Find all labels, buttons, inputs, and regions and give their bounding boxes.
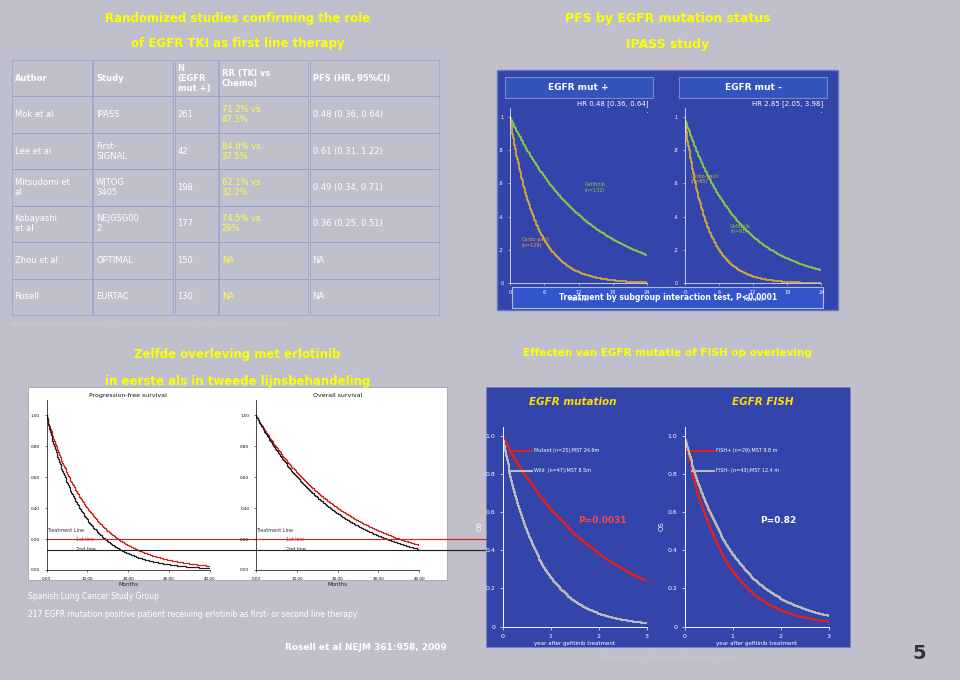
Y-axis label: OS: OS — [476, 522, 483, 532]
X-axis label: year after gefitinib treatment: year after gefitinib treatment — [535, 641, 615, 645]
Text: Toyooka et al., Okayama University, Japan: Toyooka et al., Okayama University, Japa… — [601, 655, 734, 660]
Text: Effecten van EGFR mutatie of FISH op overleving: Effecten van EGFR mutatie of FISH op ove… — [523, 348, 812, 358]
Text: FISH+ (n=29);MST 9.8 m: FISH+ (n=29);MST 9.8 m — [716, 448, 778, 453]
Text: Gefitinib
(n=132): Gefitinib (n=132) — [585, 182, 605, 192]
X-axis label: Months: Months — [568, 296, 588, 302]
Text: Kobayashi
et al: Kobayashi et al — [14, 214, 58, 233]
Text: 198: 198 — [178, 183, 193, 192]
Bar — [93, 133, 174, 169]
Y-axis label: OS: OS — [659, 522, 664, 532]
Bar — [219, 97, 308, 133]
Text: 130: 130 — [178, 292, 193, 301]
Text: Mok et al: Mok et al — [14, 110, 53, 119]
Bar — [12, 133, 92, 169]
Text: HR 0.48 [0.36, 0.64]
P<0.0001: HR 0.48 [0.36, 0.64] P<0.0001 — [577, 100, 649, 114]
Text: 42: 42 — [178, 147, 188, 156]
Text: IPASS: IPASS — [96, 110, 119, 119]
Text: of EGFR TKI as first line therapy: of EGFR TKI as first line therapy — [131, 37, 345, 50]
Bar — [93, 97, 174, 133]
Bar — [219, 206, 308, 242]
Text: 0.49 (0.34, 0.71): 0.49 (0.34, 0.71) — [313, 183, 382, 192]
Text: OPTIMAL: OPTIMAL — [96, 256, 132, 265]
Bar — [175, 60, 218, 97]
Text: Mitsudomi et
al: Mitsudomi et al — [14, 178, 69, 197]
Text: 62.1% vs
32.2%: 62.1% vs 32.2% — [222, 178, 260, 197]
Text: 261: 261 — [178, 110, 193, 119]
Text: 1st line: 1st line — [285, 537, 303, 542]
Text: Author: Author — [14, 73, 47, 83]
Bar — [219, 279, 308, 315]
Bar — [310, 60, 439, 97]
Bar — [505, 77, 653, 99]
Text: Carbo-pacli
(n=129): Carbo-pacli (n=129) — [521, 237, 550, 248]
Bar — [175, 97, 218, 133]
Title: Progression-free survival: Progression-free survival — [89, 393, 167, 398]
Text: Rosell: Rosell — [14, 292, 39, 301]
Text: NA: NA — [222, 292, 234, 301]
Title: Overall survival: Overall survival — [313, 393, 362, 398]
Bar — [310, 242, 439, 279]
Bar — [175, 279, 218, 315]
Bar — [12, 60, 92, 97]
Text: 150: 150 — [178, 256, 193, 265]
Text: 5: 5 — [913, 644, 926, 663]
Bar — [219, 60, 308, 97]
Text: N
(EGFR
mut +): N (EGFR mut +) — [178, 64, 210, 92]
Text: First-
SIGNAL: First- SIGNAL — [96, 141, 127, 160]
Bar — [310, 133, 439, 169]
Text: Study: Study — [96, 73, 124, 83]
Bar — [513, 287, 823, 308]
Bar — [93, 60, 174, 97]
X-axis label: Months: Months — [118, 582, 138, 588]
Bar — [93, 206, 174, 242]
Text: NA: NA — [222, 256, 234, 265]
Text: WJTOG
3405: WJTOG 3405 — [96, 178, 125, 197]
Text: Mok T et al, NEJM 2009: Mok T et al, NEJM 2009 — [766, 323, 838, 328]
Text: EGFR mutation: EGFR mutation — [529, 396, 616, 407]
Text: Gefitinib
(n=91): Gefitinib (n=91) — [731, 224, 751, 235]
Bar — [175, 133, 218, 169]
Text: 84.6% vs
37.5%: 84.6% vs 37.5% — [222, 141, 260, 160]
Bar — [28, 387, 447, 580]
Bar — [679, 77, 827, 99]
Text: FISH– (n=43);MST 12.4 m: FISH– (n=43);MST 12.4 m — [716, 468, 780, 473]
Bar — [310, 97, 439, 133]
Text: NEJGSG00
2: NEJGSG00 2 — [96, 214, 139, 233]
Text: PFS by EGFR mutation status: PFS by EGFR mutation status — [564, 12, 771, 24]
Text: Treatment Line: Treatment Line — [256, 528, 293, 532]
Text: EGFR mut +: EGFR mut + — [548, 83, 609, 92]
Text: 71.2% vs
47.3%: 71.2% vs 47.3% — [222, 105, 260, 124]
Bar — [12, 279, 92, 315]
Text: IPASS study: IPASS study — [626, 38, 709, 52]
Text: Spanish Lung Cancer Study Group: Spanish Lung Cancer Study Group — [28, 592, 159, 600]
Bar — [219, 133, 308, 169]
X-axis label: Months: Months — [743, 296, 763, 302]
Text: 217 EGFR mutation positive patient receiving erlotinib as first- or second line : 217 EGFR mutation positive patient recei… — [28, 610, 357, 619]
Bar — [12, 97, 92, 133]
Text: NA: NA — [313, 256, 324, 265]
Text: Mok et al NEJM 2009, Lee et al WCLC 2009, Mitsudomi et al ESMO 2009, Kobayahsi e: Mok et al NEJM 2009, Lee et al WCLC 2009… — [12, 322, 287, 327]
Text: in eerste als in tweede lijnsbehandeling: in eerste als in tweede lijnsbehandeling — [105, 375, 371, 388]
Bar — [93, 279, 174, 315]
Text: RR (TKI vs
Chemo): RR (TKI vs Chemo) — [222, 69, 270, 88]
Bar — [93, 169, 174, 206]
Text: EGFR FISH: EGFR FISH — [732, 396, 793, 407]
Bar — [12, 242, 92, 279]
Bar — [310, 279, 439, 315]
Bar — [310, 169, 439, 206]
Text: 74.5% vs
29%: 74.5% vs 29% — [222, 214, 260, 233]
Bar — [310, 206, 439, 242]
Text: 2nd line: 2nd line — [285, 547, 305, 552]
Text: EURTAC: EURTAC — [96, 292, 129, 301]
Text: Treatment Line: Treatment Line — [47, 528, 84, 532]
Text: Zhou et al: Zhou et al — [14, 256, 58, 265]
Bar — [497, 70, 838, 310]
Bar — [12, 206, 92, 242]
Bar — [219, 242, 308, 279]
Text: 2nd line: 2nd line — [76, 547, 96, 552]
Text: NA: NA — [313, 292, 324, 301]
Bar — [93, 242, 174, 279]
Bar — [175, 242, 218, 279]
Text: Mutant (n=25);MST 24.9m: Mutant (n=25);MST 24.9m — [535, 448, 600, 453]
Text: P=0.82: P=0.82 — [759, 515, 796, 524]
